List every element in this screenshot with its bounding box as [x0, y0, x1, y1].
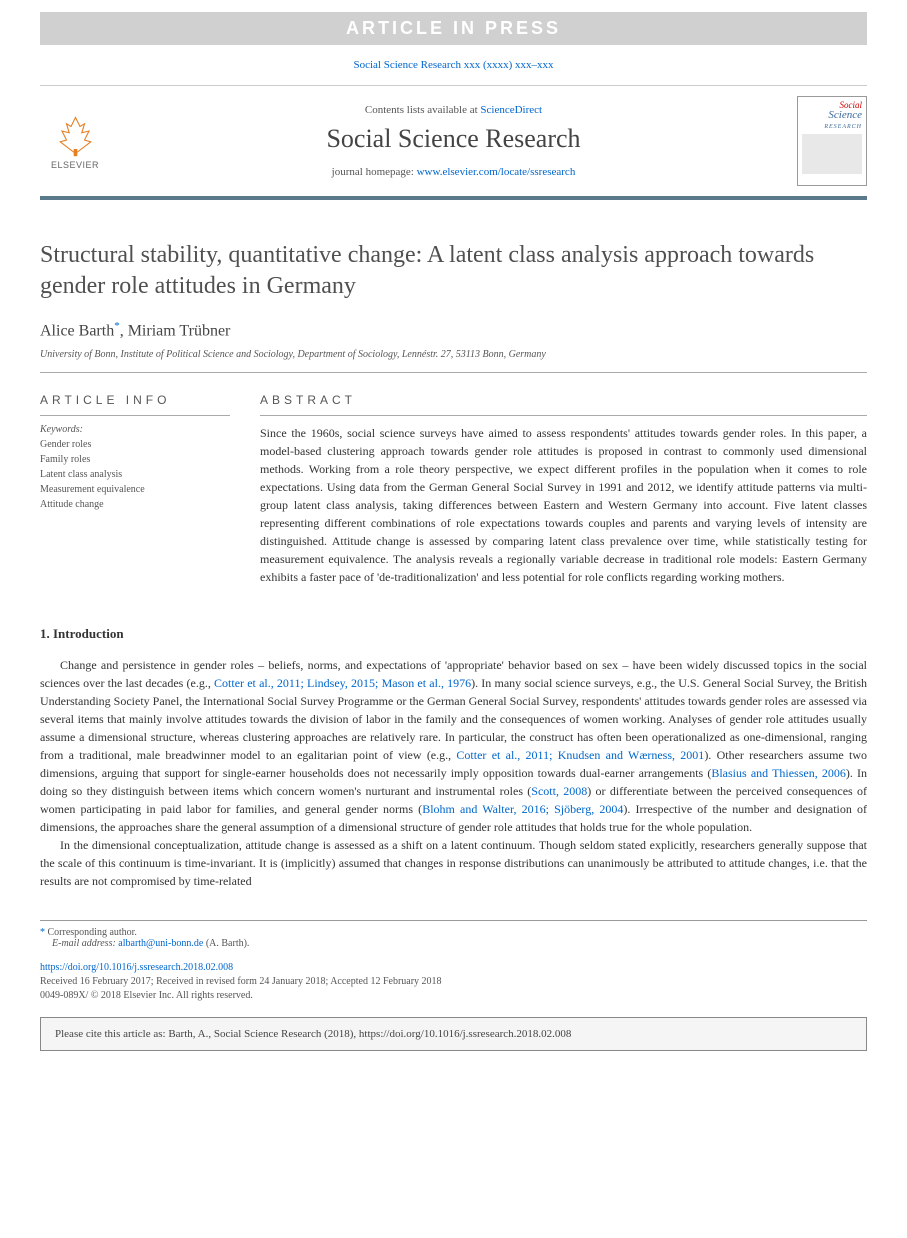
- journal-cover-thumbnail: Social Science RESEARCH: [797, 96, 867, 186]
- abstract-heading: ABSTRACT: [260, 393, 867, 416]
- journal-header: ELSEVIER Contents lists available at Sci…: [40, 85, 867, 200]
- divider: [40, 372, 867, 373]
- contents-available-line: Contents lists available at ScienceDirec…: [110, 104, 797, 116]
- keywords-list: Gender roles Family roles Latent class a…: [40, 437, 230, 512]
- abstract-text: Since the 1960s, social science surveys …: [260, 424, 867, 586]
- citation-link[interactable]: Cotter et al., 2011; Knudsen and Wærness…: [456, 748, 704, 762]
- journal-homepage-link[interactable]: www.elsevier.com/locate/ssresearch: [417, 166, 576, 178]
- sciencedirect-link[interactable]: ScienceDirect: [480, 104, 542, 116]
- citation-link[interactable]: Blohm and Walter, 2016; Sjöberg, 2004: [422, 802, 623, 816]
- email-link[interactable]: albarth@uni-bonn.de: [118, 938, 203, 949]
- section-heading-introduction: 1. Introduction: [40, 626, 867, 642]
- doi-block: https://doi.org/10.1016/j.ssresearch.201…: [40, 961, 867, 1003]
- top-citation: Social Science Research xxx (xxxx) xxx–x…: [0, 45, 907, 85]
- author-name: Alice Barth: [40, 323, 114, 340]
- paragraph: In the dimensional conceptualization, at…: [40, 836, 867, 890]
- article-title: Structural stability, quantitative chang…: [40, 240, 867, 302]
- keyword: Attitude change: [40, 497, 230, 512]
- keyword: Measurement equivalence: [40, 482, 230, 497]
- email-label: E-mail address:: [52, 938, 116, 949]
- citation-link[interactable]: Blasius and Thiessen, 2006: [711, 766, 846, 780]
- corresponding-footnote-mark: *: [40, 927, 45, 938]
- email-author: (A. Barth).: [206, 938, 250, 949]
- citation-link[interactable]: Cotter et al., 2011; Lindsey, 2015; Maso…: [214, 676, 471, 690]
- article-in-press-banner: ARTICLE IN PRESS: [40, 12, 867, 45]
- publisher-logo: ELSEVIER: [40, 113, 110, 170]
- authors-line: Alice Barth*, Miriam Trübner: [40, 320, 867, 340]
- keyword: Gender roles: [40, 437, 230, 452]
- citation-link[interactable]: Scott, 2008: [531, 784, 587, 798]
- please-cite-box: Please cite this article as: Barth, A., …: [40, 1017, 867, 1051]
- issn-copyright: 0049-089X/ © 2018 Elsevier Inc. All righ…: [40, 989, 867, 1003]
- keyword: Latent class analysis: [40, 467, 230, 482]
- keywords-label: Keywords:: [40, 424, 230, 435]
- author-name: Miriam Trübner: [128, 323, 231, 340]
- corresponding-author-label: Corresponding author.: [48, 927, 137, 938]
- elsevier-tree-icon: [53, 113, 98, 158]
- paragraph: Change and persistence in gender roles –…: [40, 656, 867, 836]
- abstract-block: ABSTRACT Since the 1960s, social science…: [260, 393, 867, 586]
- article-info-block: ARTICLE INFO Keywords: Gender roles Fami…: [40, 393, 230, 586]
- doi-link[interactable]: https://doi.org/10.1016/j.ssresearch.201…: [40, 962, 233, 973]
- article-info-heading: ARTICLE INFO: [40, 393, 230, 416]
- received-dates: Received 16 February 2017; Received in r…: [40, 975, 867, 989]
- footnotes: * Corresponding author. E-mail address: …: [40, 920, 867, 949]
- journal-homepage-line: journal homepage: www.elsevier.com/locat…: [110, 166, 797, 178]
- body-text: Change and persistence in gender roles –…: [40, 656, 867, 890]
- publisher-name: ELSEVIER: [40, 160, 110, 170]
- top-citation-link[interactable]: Social Science Research xxx (xxxx) xxx–x…: [353, 59, 553, 71]
- keyword: Family roles: [40, 452, 230, 467]
- affiliation: University of Bonn, Institute of Politic…: [40, 349, 867, 360]
- journal-title: Social Science Research: [110, 124, 797, 154]
